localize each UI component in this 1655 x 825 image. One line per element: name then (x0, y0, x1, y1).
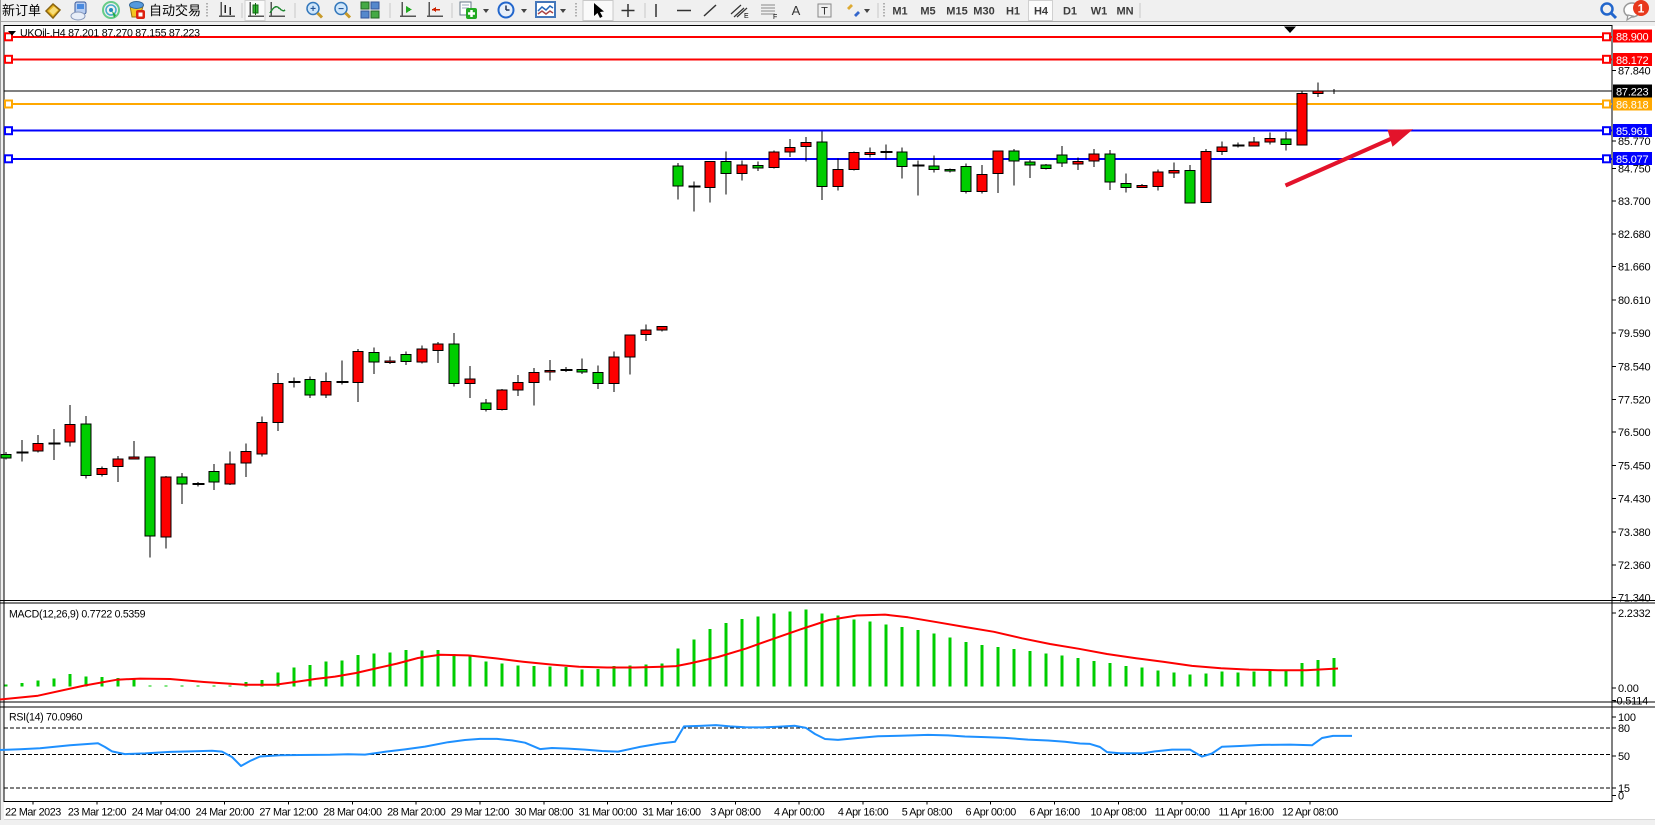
svg-text:83.700: 83.700 (1618, 196, 1651, 208)
svg-text:100: 100 (1618, 712, 1636, 724)
svg-text:2.2332: 2.2332 (1618, 608, 1651, 620)
svg-text:E: E (744, 13, 749, 20)
svg-text:M30: M30 (973, 6, 994, 18)
svg-text:29 Mar 12:00: 29 Mar 12:00 (451, 807, 510, 819)
svg-text:A: A (792, 3, 801, 18)
svg-text:4 Apr 16:00: 4 Apr 16:00 (838, 807, 889, 819)
svg-text:10 Apr 08:00: 10 Apr 08:00 (1090, 807, 1146, 819)
svg-text:80.610: 80.610 (1618, 295, 1651, 307)
svg-text:85.961: 85.961 (1616, 126, 1649, 138)
svg-text:24 Mar 20:00: 24 Mar 20:00 (196, 807, 255, 819)
svg-text:新订单: 新订单 (2, 3, 41, 18)
svg-text:F: F (773, 14, 777, 21)
svg-text:-0.5114: -0.5114 (1613, 696, 1648, 708)
svg-text:31 Mar 16:00: 31 Mar 16:00 (642, 807, 701, 819)
svg-text:28 Mar 04:00: 28 Mar 04:00 (323, 807, 382, 819)
svg-text:87.840: 87.840 (1618, 66, 1651, 78)
svg-text:28 Mar 20:00: 28 Mar 20:00 (387, 807, 446, 819)
svg-text:1: 1 (1638, 2, 1645, 16)
svg-text:6 Apr 16:00: 6 Apr 16:00 (1029, 807, 1080, 819)
svg-text:82.680: 82.680 (1618, 229, 1651, 241)
svg-text:87.223: 87.223 (1616, 87, 1649, 99)
svg-text:3 Apr 08:00: 3 Apr 08:00 (710, 807, 761, 819)
svg-text:24 Mar 04:00: 24 Mar 04:00 (132, 807, 191, 819)
svg-text:11 Apr 00:00: 11 Apr 00:00 (1155, 807, 1210, 819)
svg-text:11 Apr 16:00: 11 Apr 16:00 (1218, 807, 1273, 819)
svg-text:23 Mar 12:00: 23 Mar 12:00 (68, 807, 127, 819)
svg-text:+: + (310, 4, 316, 15)
svg-text:自动交易: 自动交易 (149, 3, 201, 18)
svg-text:86.818: 86.818 (1616, 100, 1649, 112)
svg-text:85.077: 85.077 (1616, 154, 1649, 166)
svg-text:M5: M5 (920, 6, 935, 18)
svg-text:31 Mar 00:00: 31 Mar 00:00 (579, 807, 638, 819)
svg-text:78.540: 78.540 (1618, 362, 1651, 374)
svg-text:MACD(12,26,9) 0.7722 0.5359: MACD(12,26,9) 0.7722 0.5359 (9, 609, 146, 621)
svg-text:T: T (821, 6, 828, 18)
svg-text:5 Apr 08:00: 5 Apr 08:00 (902, 807, 953, 819)
svg-text:75.450: 75.450 (1618, 461, 1651, 473)
svg-text:RSI(14) 70.0960: RSI(14) 70.0960 (9, 712, 83, 724)
svg-text:88.172: 88.172 (1616, 55, 1649, 67)
svg-text:30 Mar 08:00: 30 Mar 08:00 (515, 807, 574, 819)
svg-text:UKOil-.H4 87.201 87.270 87.15: UKOil-.H4 87.201 87.270 87.155 87.223 (20, 28, 200, 40)
svg-text:88.900: 88.900 (1616, 32, 1649, 44)
svg-text:80: 80 (1618, 723, 1630, 735)
svg-text:15: 15 (1618, 783, 1630, 795)
svg-text:84.750: 84.750 (1618, 164, 1651, 176)
svg-text:W1: W1 (1091, 6, 1108, 18)
svg-text:−: − (338, 4, 344, 15)
svg-text:M1: M1 (892, 6, 907, 18)
svg-text:85.770: 85.770 (1618, 136, 1651, 148)
svg-text:79.590: 79.590 (1618, 328, 1651, 340)
svg-text:50: 50 (1618, 751, 1630, 763)
svg-text:81.660: 81.660 (1618, 262, 1651, 274)
svg-text:0.00: 0.00 (1618, 683, 1639, 695)
svg-text:6 Apr 00:00: 6 Apr 00:00 (966, 807, 1017, 819)
svg-text:27 Mar 12:00: 27 Mar 12:00 (259, 807, 318, 819)
svg-text:74.430: 74.430 (1618, 493, 1651, 505)
svg-text:73.380: 73.380 (1618, 527, 1651, 539)
svg-text:D1: D1 (1063, 6, 1077, 18)
svg-text:0: 0 (1618, 791, 1624, 803)
svg-text:MN: MN (1116, 6, 1133, 18)
svg-text:M15: M15 (946, 6, 967, 18)
svg-text:22 Mar 2023: 22 Mar 2023 (5, 807, 61, 819)
svg-text:12 Apr 08:00: 12 Apr 08:00 (1282, 807, 1338, 819)
svg-text:77.520: 77.520 (1618, 394, 1651, 406)
svg-text:4 Apr 00:00: 4 Apr 00:00 (774, 807, 825, 819)
svg-text:72.360: 72.360 (1618, 560, 1651, 572)
svg-text:H4: H4 (1034, 6, 1049, 18)
svg-text:H1: H1 (1006, 6, 1020, 18)
svg-text:71.340: 71.340 (1618, 593, 1651, 605)
svg-text:76.500: 76.500 (1618, 427, 1651, 439)
